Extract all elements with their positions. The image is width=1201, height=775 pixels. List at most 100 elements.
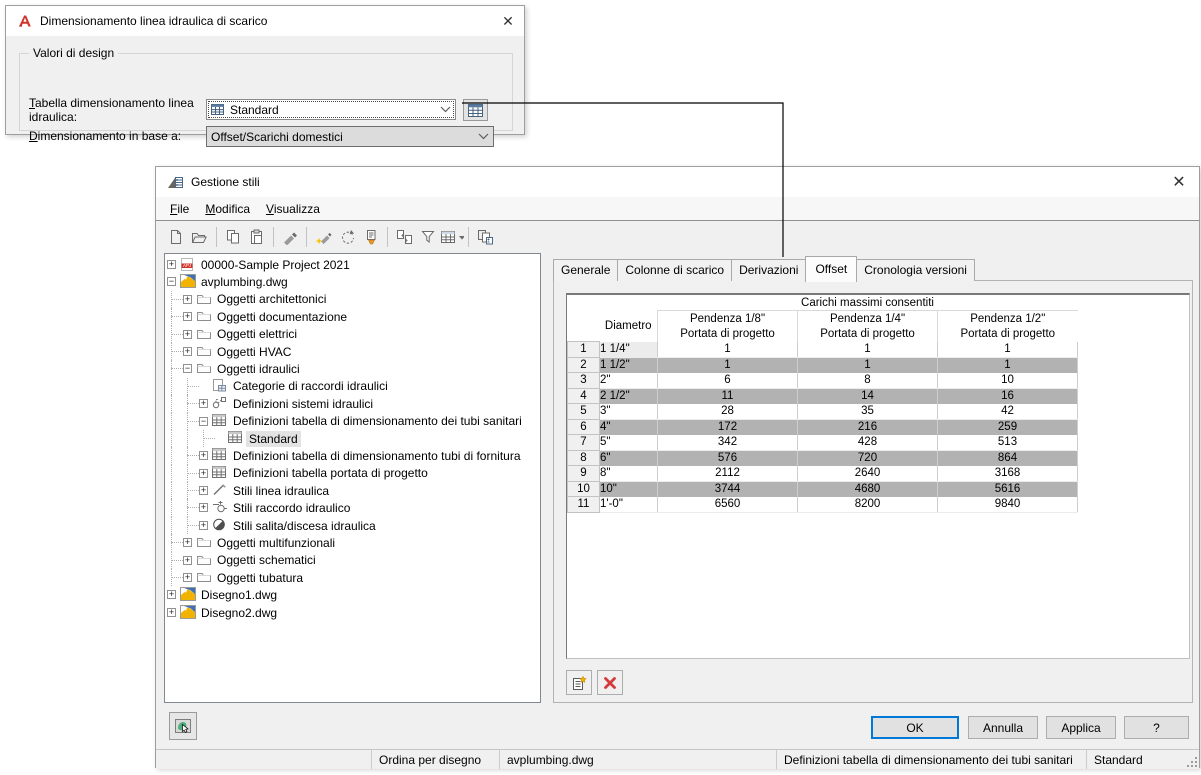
size-by-combobox[interactable]: Offset/Scarichi domestici (206, 126, 494, 147)
tree-item-label[interactable]: Definizioni tabella di dimensionamento t… (233, 448, 521, 463)
new-drawing-button[interactable] (164, 225, 188, 249)
diametro-cell[interactable]: 2" (599, 372, 658, 389)
style-tree[interactable]: + APJ 00000-Sample Project 2021 − avplumbing… (164, 253, 541, 703)
tree-item-label[interactable]: Definizioni tabella portata di progetto (233, 466, 428, 481)
expand-plus-toggle[interactable]: + (183, 537, 192, 548)
tree-item-oggetti-architettonici[interactable]: + Oggetti architettonici (165, 290, 540, 309)
portata-value-cell[interactable]: 259 (937, 419, 1078, 435)
diametro-cell[interactable]: 6" (599, 450, 658, 466)
tree-item-standard[interactable]: Standard (165, 429, 540, 448)
row-number-cell[interactable]: 1 (567, 341, 600, 358)
edit-style-button[interactable] (278, 225, 302, 249)
row-number-cell[interactable]: 2 (567, 356, 600, 373)
menu-visualizza[interactable]: Visualizza (266, 201, 320, 216)
offset-sizing-table[interactable]: Carichi massimi consentiti Diametro Pend… (567, 295, 1078, 513)
expand-plus-toggle[interactable]: + (183, 328, 192, 339)
row-number-cell[interactable]: 8 (567, 449, 600, 466)
portata-value-cell[interactable]: 3744 (657, 481, 798, 497)
apply-button[interactable]: Applica (1046, 716, 1116, 739)
window-titlebar[interactable]: Gestione stili ✕ (156, 167, 1199, 197)
tab-cronologia-versioni[interactable]: Cronologia versioni (856, 259, 975, 281)
collapse-minus-toggle[interactable]: − (167, 276, 176, 287)
diametro-cell[interactable]: 10" (599, 481, 658, 497)
tree-item-categorie-di-raccordi-idraulici[interactable]: Categorie di raccordi idraulici (165, 377, 540, 396)
tree-item-label[interactable]: Definizioni tabella di dimensionamento d… (233, 414, 522, 429)
tab-generale[interactable]: Generale (553, 259, 619, 281)
row-number-cell[interactable]: 9 (567, 465, 600, 482)
portata-value-cell[interactable]: 8200 (797, 496, 938, 513)
filter-style-button[interactable] (416, 225, 440, 249)
dialog-titlebar[interactable]: Dimensionamento linea idraulica di scari… (6, 6, 524, 36)
tree-item-label[interactable]: Oggetti architettonici (217, 292, 327, 307)
expand-plus-toggle[interactable]: + (167, 259, 176, 269)
portata-value-cell[interactable]: 1 (937, 357, 1078, 373)
portata-value-cell[interactable]: 42 (937, 403, 1078, 420)
row-number-cell[interactable]: 3 (567, 372, 600, 389)
toggle-view-button[interactable] (169, 712, 197, 740)
diametro-cell[interactable]: 1'-0" (599, 496, 658, 513)
tree-item-definizioni-tabella-portata-di-progetto[interactable]: + Definizioni tabella portata di progetto (165, 464, 540, 483)
table-view-button[interactable] (440, 225, 464, 249)
table-row[interactable]: 9 8" 2112 2640 3168 (567, 465, 1078, 482)
row-number-cell[interactable]: 6 (567, 418, 600, 435)
window-close-icon[interactable]: ✕ (1172, 174, 1186, 191)
expand-plus-toggle[interactable]: + (199, 450, 208, 461)
tree-item-label[interactable]: Oggetti multifunzionali (217, 535, 336, 550)
diametro-cell[interactable]: 8" (599, 465, 658, 482)
expand-plus-toggle[interactable]: + (167, 606, 176, 617)
add-row-button[interactable] (566, 670, 592, 695)
portata-value-cell[interactable]: 11 (657, 388, 798, 404)
diametro-cell[interactable]: 4" (599, 419, 658, 435)
menu-modifica[interactable]: Modifica (205, 201, 251, 216)
set-from-button[interactable] (335, 225, 359, 249)
diametro-cell[interactable]: 1 1/4" (599, 341, 658, 358)
expand-plus-toggle[interactable]: + (183, 345, 192, 356)
row-number-cell[interactable]: 11 (567, 496, 600, 513)
help-button[interactable]: ? (1124, 716, 1189, 739)
portata-value-cell[interactable]: 2640 (797, 465, 938, 482)
chevron-down-icon[interactable] (478, 133, 489, 140)
portata-value-cell[interactable]: 3168 (937, 465, 1078, 482)
tree-item-oggetti-multifunzionali[interactable]: + Oggetti multifunzionali (165, 534, 540, 552)
tree-item-label[interactable]: Disegno1.dwg (201, 588, 278, 603)
tree-item-label[interactable]: Oggetti documentazione (217, 309, 348, 324)
tree-item-label[interactable]: Definizioni sistemi idraulici (233, 396, 374, 411)
tree-item-label[interactable]: avplumbing.dwg (201, 275, 288, 290)
portata-value-cell[interactable]: 9840 (937, 496, 1078, 513)
menu-file[interactable]: File (170, 201, 190, 216)
portata-value-cell[interactable]: 35 (797, 403, 938, 420)
portata-value-cell[interactable]: 216 (797, 419, 938, 435)
expand-plus-toggle[interactable]: + (199, 519, 208, 530)
portata-value-cell[interactable]: 342 (657, 434, 798, 451)
portata-value-cell[interactable]: 4680 (797, 481, 938, 497)
tree-item-label[interactable]: 00000-Sample Project 2021 (201, 257, 350, 272)
resize-grip[interactable] (1185, 755, 1197, 767)
tree-item-oggetti-hvac[interactable]: + Oggetti HVAC (165, 342, 540, 361)
delete-row-button[interactable] (597, 670, 623, 695)
expand-plus-toggle[interactable]: + (199, 467, 208, 478)
portata-value-cell[interactable]: 864 (937, 450, 1078, 466)
cancel-button[interactable]: Annulla (968, 716, 1038, 739)
tree-item-oggetti-idraulici[interactable]: − Oggetti idraulici (165, 360, 540, 378)
expand-plus-toggle[interactable]: + (183, 293, 192, 304)
row-number-cell[interactable]: 4 (567, 387, 600, 404)
toggle-overrides-button[interactable] (392, 225, 416, 249)
tree-item-oggetti-tubatura[interactable]: + Oggetti tubatura (165, 569, 540, 587)
chevron-down-icon[interactable] (440, 106, 451, 113)
portata-value-cell[interactable]: 428 (797, 434, 938, 451)
portata-value-cell[interactable]: 5616 (937, 481, 1078, 497)
table-row[interactable]: 8 6" 576 720 864 (567, 449, 1078, 466)
tree-item-stili-raccordo-idraulico[interactable]: + Stili raccordo idraulico (165, 499, 540, 517)
tree-item-label[interactable]: Oggetti idraulici (217, 362, 300, 377)
tree-item-oggetti-documentazione[interactable]: + Oggetti documentazione (165, 308, 540, 326)
diametro-cell[interactable]: 5" (599, 434, 658, 451)
expand-plus-toggle[interactable]: + (183, 572, 192, 583)
paste-button[interactable] (245, 225, 269, 249)
portata-value-cell[interactable]: 513 (937, 434, 1078, 451)
tree-item-label[interactable]: Stili linea idraulica (233, 483, 330, 498)
tree-item-label[interactable]: Oggetti tubatura (217, 570, 304, 585)
tree-item-definizioni-tabella-di-dimensionamento-t[interactable]: + Definizioni tabella di dimensionamento … (165, 447, 540, 465)
tree-item-label[interactable]: Oggetti HVAC (217, 344, 292, 359)
portata-value-cell[interactable]: 16 (937, 388, 1078, 404)
